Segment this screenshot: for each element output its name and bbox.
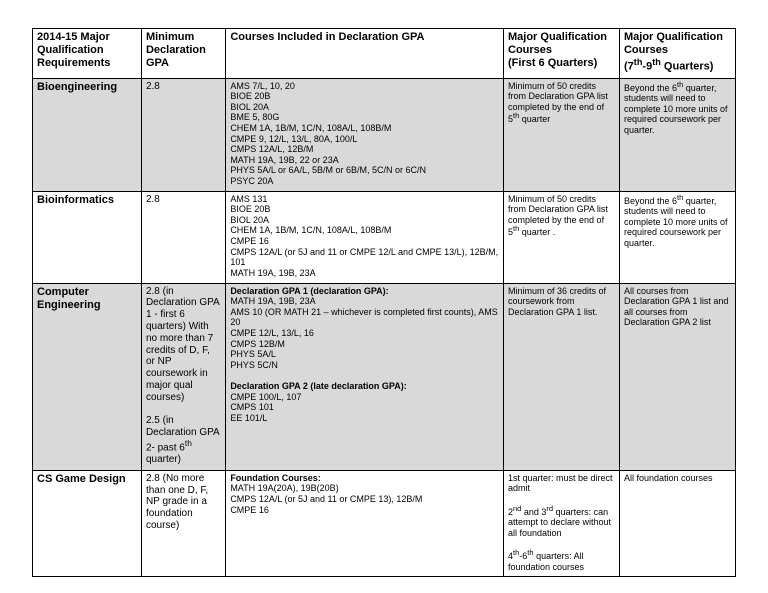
csgd-courses: Foundation Courses: MATH 19A(20A), 19B(2… [226, 470, 504, 576]
csgd-first6: 1st quarter: must be direct admit 2nd an… [504, 470, 620, 576]
bioeng-name: Bioengineering [33, 78, 142, 191]
ce-name: Computer Engineering [33, 283, 142, 470]
requirements-table: 2014-15 Major Qualification Requirements… [32, 28, 736, 577]
hdr-major: 2014-15 Major Qualification Requirements [33, 29, 142, 79]
csgd-name: CS Game Design [33, 470, 142, 576]
hdr-first6: Major Qualification Courses (First 6 Qua… [504, 29, 620, 79]
row-bioinformatics: Bioinformatics 2.8 AMS 131BIOE 20BBIOL 2… [33, 191, 736, 283]
row-bioengineering: Bioengineering 2.8 AMS 7/L, 10, 20BIOE 2… [33, 78, 736, 191]
bioeng-7-9: Beyond the 6th quarter, students will ne… [619, 78, 735, 191]
bioinf-7-9: Beyond the 6th quarter, students will ne… [619, 191, 735, 283]
bioeng-gpa: 2.8 [141, 78, 225, 191]
hdr-courses: Courses Included in Declaration GPA [226, 29, 504, 79]
ce-7-9: All courses from Declaration GPA 1 list … [619, 283, 735, 470]
bioinf-first6: Minimum of 50 credits from Declaration G… [504, 191, 620, 283]
bioinf-gpa: 2.8 [141, 191, 225, 283]
csgd-7-9: All foundation courses [619, 470, 735, 576]
ce-gpa: 2.8 (in Declaration GPA 1 - first 6 quar… [141, 283, 225, 470]
row-cs-game-design: CS Game Design 2.8 (No more than one D, … [33, 470, 736, 576]
header-row: 2014-15 Major Qualification Requirements… [33, 29, 736, 79]
hdr-7-9: Major Qualification Courses (7th-9th Qua… [619, 29, 735, 79]
bioinf-name: Bioinformatics [33, 191, 142, 283]
ce-courses: Declaration GPA 1 (declaration GPA): MAT… [226, 283, 504, 470]
page: 2014-15 Major Qualification Requirements… [0, 0, 768, 593]
row-computer-engineering: Computer Engineering 2.8 (in Declaration… [33, 283, 736, 470]
csgd-gpa: 2.8 (No more than one D, F, NP grade in … [141, 470, 225, 576]
ce-first6: Minimum of 36 credits of coursework from… [504, 283, 620, 470]
bioeng-first6: Minimum of 50 credits from Declaration G… [504, 78, 620, 191]
hdr-gpa: Minimum Declaration GPA [141, 29, 225, 79]
bioinf-courses: AMS 131BIOE 20BBIOL 20ACHEM 1A, 1B/M, 1C… [226, 191, 504, 283]
bioeng-courses: AMS 7/L, 10, 20BIOE 20BBIOL 20ABME 5, 80… [226, 78, 504, 191]
